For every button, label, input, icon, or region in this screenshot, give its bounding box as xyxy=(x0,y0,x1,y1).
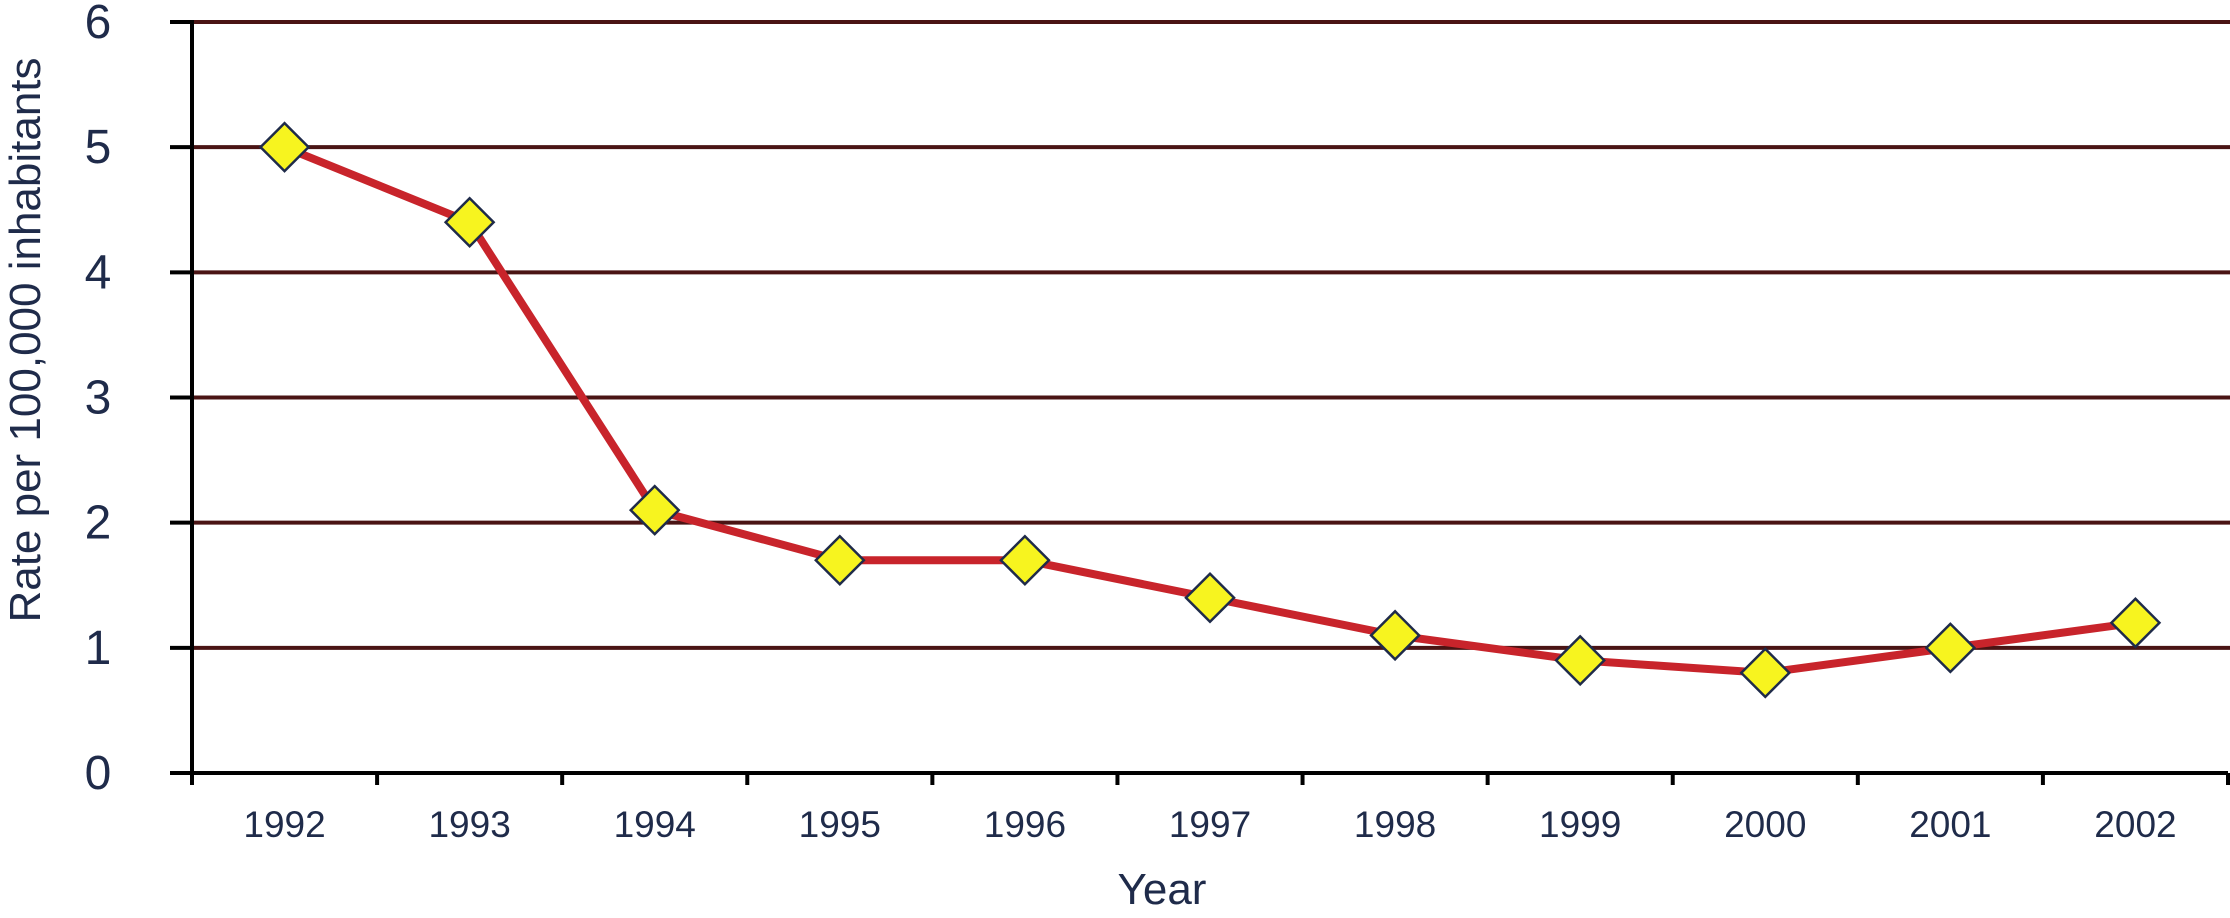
x-tick-label: 2000 xyxy=(1724,804,1806,845)
x-tick-label: 1996 xyxy=(984,804,1066,845)
y-axis-title: Rate per 100,000 inhabitants xyxy=(1,57,50,622)
x-tick-label: 1999 xyxy=(1539,804,1621,845)
y-tick-label: 4 xyxy=(85,246,112,299)
data-point-marker xyxy=(1369,609,1421,662)
x-tick-label: 1997 xyxy=(1169,804,1251,845)
data-point-marker xyxy=(628,484,681,536)
x-tick-label: 1995 xyxy=(799,804,881,845)
data-point-marker xyxy=(999,534,1051,586)
data-point-marker xyxy=(1739,647,1792,699)
x-tick-label: 2002 xyxy=(2094,804,2176,845)
data-point-marker xyxy=(1924,622,1977,674)
x-axis-title: Year xyxy=(1118,865,1207,914)
data-point-marker xyxy=(258,121,311,173)
x-tick-label: 2001 xyxy=(1909,804,1991,845)
x-tick-label: 1994 xyxy=(614,804,696,845)
data-markers xyxy=(258,121,2162,699)
y-axis-ticks: 0 1 2 3 4 5 6 xyxy=(85,0,192,800)
y-tick-label: 5 xyxy=(85,121,112,174)
y-tick-label: 0 xyxy=(85,747,112,800)
y-tick-label: 2 xyxy=(85,497,112,550)
x-tick-label: 1992 xyxy=(243,804,325,845)
x-axis-ticks: 1992 1993 1994 1995 1996 1997 1998 1999 2000 2001… xyxy=(190,773,2230,845)
data-point-marker xyxy=(2109,597,2162,649)
y-tick-label: 3 xyxy=(85,372,112,425)
y-tick-label: 6 xyxy=(85,0,112,49)
y-tick-label: 1 xyxy=(85,622,112,675)
x-tick-label: 1993 xyxy=(428,804,510,845)
data-point-marker xyxy=(1184,571,1236,624)
grid-lines xyxy=(192,20,2230,650)
data-point-marker xyxy=(1554,634,1606,687)
data-point-marker xyxy=(443,196,496,249)
data-point-marker xyxy=(814,534,866,586)
x-tick-label: 1998 xyxy=(1354,804,1436,845)
